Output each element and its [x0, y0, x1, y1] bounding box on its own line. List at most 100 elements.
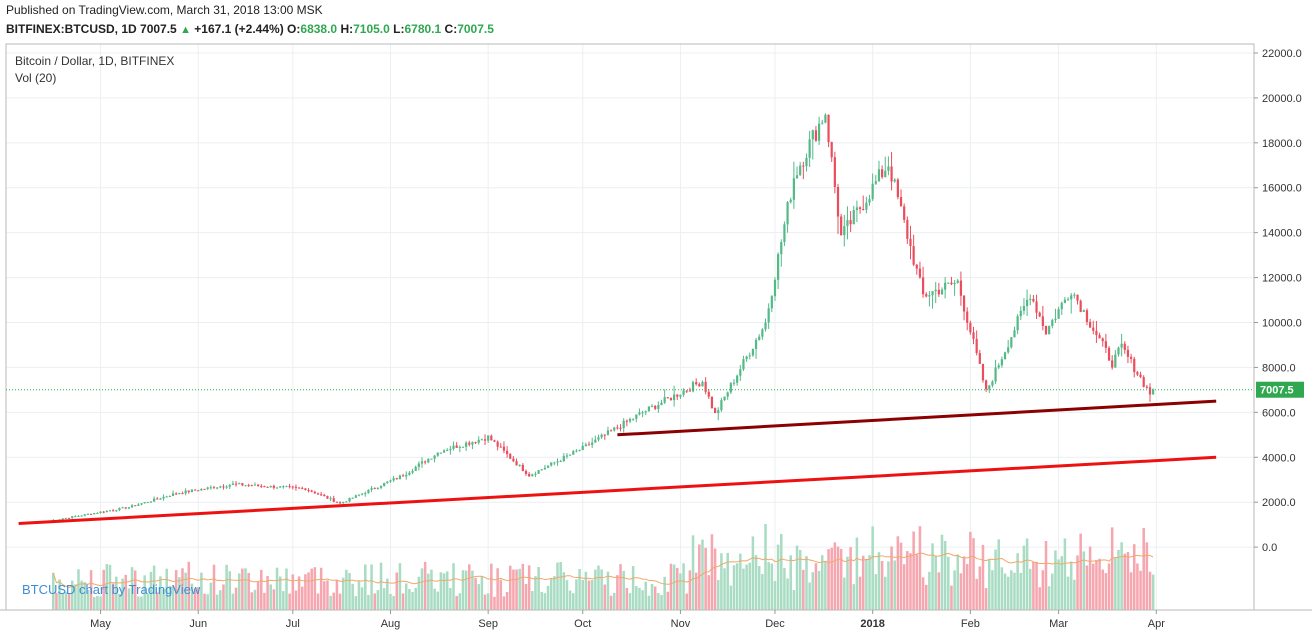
volume-bar [483, 594, 487, 610]
volume-bar [171, 585, 175, 610]
volume-bar [943, 540, 947, 610]
volume-bar [168, 585, 172, 610]
candle-body [918, 268, 922, 278]
volume-bar [196, 587, 200, 610]
candle-body [852, 210, 855, 225]
volume-bar [669, 563, 673, 610]
volume-bar [225, 564, 228, 610]
candle-body [650, 405, 654, 407]
volume-bar [578, 569, 581, 610]
volume-bar [300, 586, 304, 610]
candle-body [171, 493, 175, 496]
candle-body [130, 505, 134, 508]
volume-bar [833, 542, 837, 610]
volume-bar [237, 573, 241, 610]
volume-bar [846, 556, 849, 610]
volume-bar [572, 593, 575, 610]
volume-bar [282, 591, 285, 610]
candle-body [578, 450, 581, 452]
volume-bar [754, 555, 758, 610]
y-tick-label: 20000.0 [1262, 93, 1302, 105]
candle-body [1057, 309, 1060, 319]
volume-bar [382, 588, 386, 610]
volume-bar [1057, 559, 1060, 610]
candle-body [1133, 358, 1136, 373]
candle-body [824, 114, 827, 123]
candle-body [836, 186, 840, 217]
y-tick-label: 12000.0 [1262, 273, 1302, 285]
candle-body [351, 497, 354, 499]
candle-body [348, 497, 351, 502]
volume-bar [1142, 527, 1145, 610]
volume-bar [742, 568, 745, 610]
candle-body [666, 397, 669, 399]
volume-bar [310, 568, 313, 610]
candle-body [304, 488, 307, 491]
candle-body [326, 496, 329, 499]
volume-bar [146, 593, 150, 610]
candle-body [855, 207, 859, 211]
x-tick-label: Oct [574, 618, 591, 630]
candle-body [729, 383, 732, 393]
candle-body [789, 199, 792, 203]
volume-bar [858, 576, 862, 610]
candle-body [751, 348, 755, 356]
candle-body [827, 114, 830, 143]
volume-bar [398, 563, 402, 610]
x-axis: May Jun Jul Aug Sep Oct Nov Dec 2018 Feb Mar Apr [0, 609, 1312, 630]
volume-bar [663, 576, 666, 610]
candle-body [165, 496, 168, 498]
volume-bar [304, 574, 307, 610]
candle-body [698, 384, 701, 387]
volume-bar [641, 590, 644, 610]
candle-body [219, 486, 222, 488]
volume-bar [1110, 527, 1114, 610]
candle-body [439, 452, 443, 454]
candle-body [99, 511, 102, 513]
candle-body [461, 446, 465, 448]
volume-bar [181, 568, 184, 610]
volume-bar [562, 572, 566, 610]
candle-body [881, 169, 884, 178]
candle-body [408, 472, 411, 475]
candle-body [521, 464, 524, 471]
candle-body [1016, 316, 1019, 331]
candle-body [1117, 347, 1120, 355]
volume-bar [1092, 563, 1095, 610]
candle-body [1101, 338, 1104, 342]
candle-body [1111, 360, 1114, 368]
candle-body [338, 502, 342, 504]
candle-body [241, 483, 244, 486]
volume-bar [713, 548, 717, 610]
volume-bar [392, 596, 395, 610]
candle-body [1044, 325, 1048, 335]
volume-bar [1069, 561, 1073, 610]
candle-body [581, 445, 584, 451]
candle-body [868, 199, 871, 203]
candle-body [1104, 341, 1107, 348]
candle-body [474, 442, 477, 444]
volume-bar [244, 568, 247, 610]
candle-body [773, 279, 777, 297]
candle-body [1123, 343, 1126, 350]
volume-bar [906, 551, 909, 610]
candle-body [786, 202, 789, 225]
candle-body [1007, 347, 1010, 353]
candle-body [386, 481, 389, 484]
candle-body [830, 142, 833, 158]
candle-body [383, 483, 386, 487]
volume-bar [445, 571, 449, 610]
candle-body [966, 311, 969, 323]
candle-body [732, 382, 736, 384]
volume-bar [776, 544, 780, 610]
candle-body [1139, 374, 1142, 378]
volume-bar [477, 584, 480, 610]
candle-body [86, 513, 90, 515]
candle-body [1107, 347, 1111, 361]
candle-body [584, 444, 587, 446]
candle-body [805, 157, 808, 167]
candle-body [657, 405, 660, 409]
candle-body [499, 446, 502, 448]
close-label: C: [444, 22, 458, 36]
